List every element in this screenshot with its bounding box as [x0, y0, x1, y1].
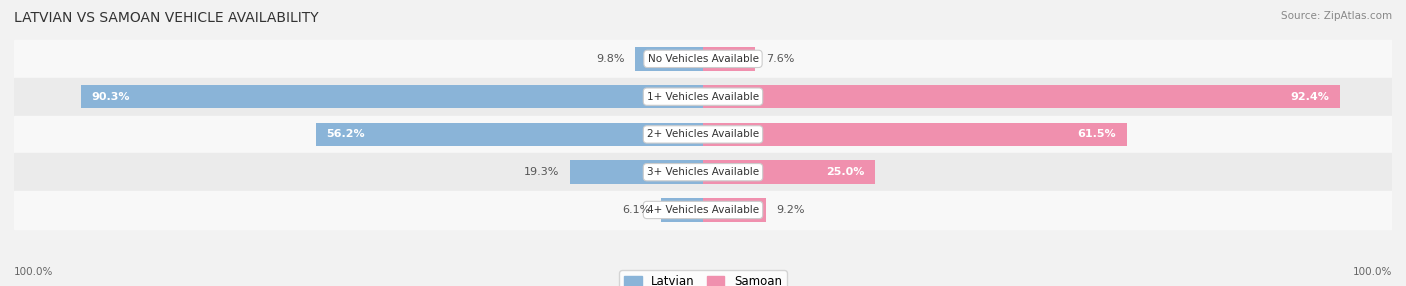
Text: 56.2%: 56.2%	[326, 130, 364, 139]
Text: 61.5%: 61.5%	[1078, 130, 1116, 139]
Text: 3+ Vehicles Available: 3+ Vehicles Available	[647, 167, 759, 177]
Text: 100.0%: 100.0%	[14, 267, 53, 277]
Text: 100.0%: 100.0%	[1353, 267, 1392, 277]
Bar	[703, 47, 755, 71]
Text: 6.1%: 6.1%	[623, 205, 651, 215]
Text: 92.4%: 92.4%	[1291, 92, 1329, 102]
Bar	[14, 153, 1392, 191]
Bar	[661, 198, 703, 222]
Bar	[14, 116, 1392, 153]
Bar	[14, 191, 1392, 229]
Bar	[316, 123, 703, 146]
Bar	[703, 123, 1126, 146]
Bar	[703, 198, 766, 222]
Bar	[703, 160, 875, 184]
Text: LATVIAN VS SAMOAN VEHICLE AVAILABILITY: LATVIAN VS SAMOAN VEHICLE AVAILABILITY	[14, 11, 319, 25]
Text: 90.3%: 90.3%	[91, 92, 129, 102]
Bar	[569, 160, 703, 184]
Text: 1+ Vehicles Available: 1+ Vehicles Available	[647, 92, 759, 102]
Text: No Vehicles Available: No Vehicles Available	[648, 54, 758, 64]
Bar	[14, 40, 1392, 78]
Bar	[703, 85, 1340, 108]
Bar	[14, 78, 1392, 116]
Text: Source: ZipAtlas.com: Source: ZipAtlas.com	[1281, 11, 1392, 21]
Text: 19.3%: 19.3%	[524, 167, 560, 177]
Bar	[636, 47, 703, 71]
Text: 9.8%: 9.8%	[596, 54, 626, 64]
Text: 25.0%: 25.0%	[827, 167, 865, 177]
Text: 2+ Vehicles Available: 2+ Vehicles Available	[647, 130, 759, 139]
Legend: Latvian, Samoan: Latvian, Samoan	[620, 270, 786, 286]
Text: 9.2%: 9.2%	[776, 205, 806, 215]
Text: 4+ Vehicles Available: 4+ Vehicles Available	[647, 205, 759, 215]
Text: 7.6%: 7.6%	[766, 54, 794, 64]
Bar	[82, 85, 703, 108]
